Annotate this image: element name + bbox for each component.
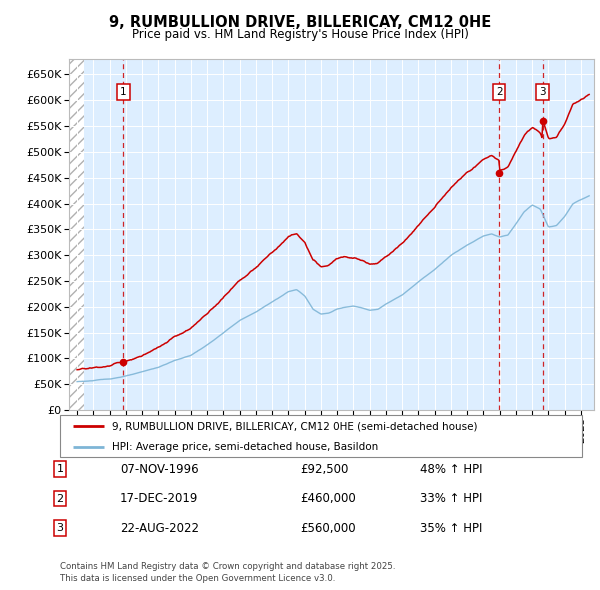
Text: £92,500: £92,500 <box>300 463 349 476</box>
Text: £560,000: £560,000 <box>300 522 356 535</box>
Text: 2: 2 <box>56 494 64 503</box>
Text: 2: 2 <box>496 87 502 97</box>
Text: HPI: Average price, semi-detached house, Basildon: HPI: Average price, semi-detached house,… <box>112 442 379 451</box>
Text: 35% ↑ HPI: 35% ↑ HPI <box>420 522 482 535</box>
Bar <box>69 59 84 410</box>
Text: 3: 3 <box>539 87 546 97</box>
Text: Contains HM Land Registry data © Crown copyright and database right 2025.
This d: Contains HM Land Registry data © Crown c… <box>60 562 395 583</box>
Text: 1: 1 <box>120 87 127 97</box>
Text: 9, RUMBULLION DRIVE, BILLERICAY, CM12 0HE: 9, RUMBULLION DRIVE, BILLERICAY, CM12 0H… <box>109 15 491 30</box>
Text: 48% ↑ HPI: 48% ↑ HPI <box>420 463 482 476</box>
FancyBboxPatch shape <box>60 415 582 457</box>
Text: £460,000: £460,000 <box>300 492 356 505</box>
Text: 22-AUG-2022: 22-AUG-2022 <box>120 522 199 535</box>
Text: Price paid vs. HM Land Registry's House Price Index (HPI): Price paid vs. HM Land Registry's House … <box>131 28 469 41</box>
Text: 3: 3 <box>56 523 64 533</box>
Text: 9, RUMBULLION DRIVE, BILLERICAY, CM12 0HE (semi-detached house): 9, RUMBULLION DRIVE, BILLERICAY, CM12 0H… <box>112 421 478 431</box>
Text: 07-NOV-1996: 07-NOV-1996 <box>120 463 199 476</box>
Text: 17-DEC-2019: 17-DEC-2019 <box>120 492 199 505</box>
Text: 1: 1 <box>56 464 64 474</box>
Text: 33% ↑ HPI: 33% ↑ HPI <box>420 492 482 505</box>
